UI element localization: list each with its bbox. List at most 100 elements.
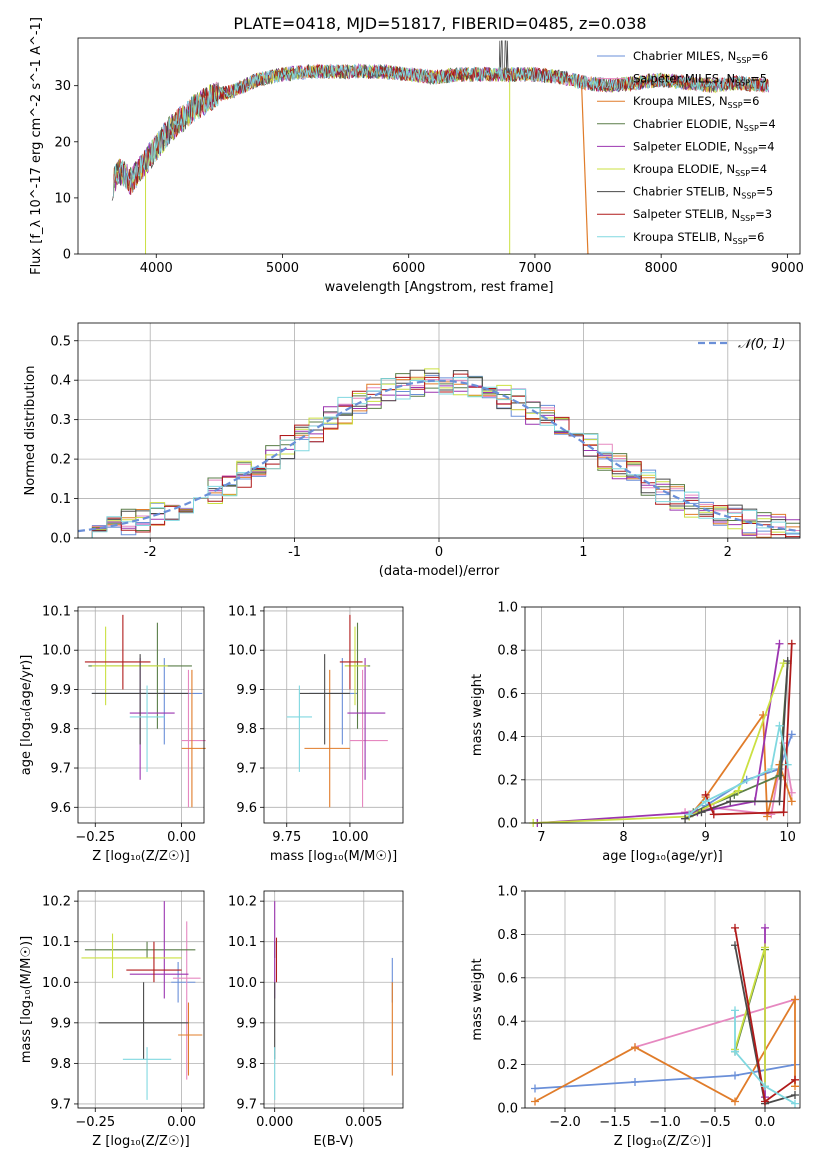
spectrum-lines	[111, 40, 769, 254]
x-axis-label: E(B-V)	[313, 1134, 353, 1149]
y-tick-label: 0.4	[497, 730, 518, 745]
spectrum-series-line	[112, 63, 769, 198]
y-tick-label: 0.2	[497, 1058, 518, 1073]
y-tick-label: 10.0	[42, 644, 71, 659]
weight-point-marker	[775, 639, 784, 648]
weight-point-marker	[731, 1006, 739, 1015]
x-tick-label: 0	[435, 545, 443, 560]
axes-frame	[77, 890, 205, 1109]
x-tick-label: 1	[579, 545, 587, 560]
gaussian-curve	[77, 379, 801, 533]
panel-mass_vs_Z: −0.25 0.00 9.7 9.8 9.9 10.0 10.1 10.2 Z [log₁₀(Z…	[19, 891, 204, 1149]
weight-point-marker	[531, 1097, 539, 1106]
y-tick-label: 0.5	[50, 334, 71, 349]
y-tick-label: 10.2	[228, 895, 257, 910]
legend-nssp: =5	[756, 185, 773, 199]
weight-series-line	[533, 662, 785, 824]
legend-nssp: =4	[758, 139, 775, 153]
y-tick-label: 9.7	[236, 762, 257, 777]
x-tick-label: 0.00	[167, 1115, 196, 1130]
weight-point-marker	[775, 797, 784, 806]
x-tick-label: 0.00	[167, 830, 196, 845]
weight-point-marker	[734, 786, 743, 795]
y-tick-label: 9.8	[236, 722, 257, 737]
y-tick-label: 0.2	[50, 453, 71, 468]
y-axis-label: Flux [f_λ 10^-17 erg cm^-2 s^-1 A^-1]	[29, 17, 44, 275]
panel-spectrum: 4000 5000 6000 7000 8000 9000 0 10 20 30 wavelengt…	[29, 17, 804, 295]
x-tick-label: 0.000	[256, 1115, 293, 1130]
x-axis-label: mass [log₁₀(M/M☉)]	[270, 849, 397, 864]
x-axis-label: Z [log₁₀(Z/Z☉)]	[614, 1134, 711, 1149]
legend-subscript: SSP	[735, 169, 750, 178]
legend-subscript: SSP	[736, 56, 751, 65]
y-tick-label: 20	[54, 135, 71, 150]
x-tick-label: 10.00	[331, 830, 368, 845]
legend-subscript: SSP	[735, 79, 750, 88]
weight-point-marker	[775, 771, 784, 780]
axes-frame	[77, 606, 205, 824]
y-tick-label: 9.9	[236, 683, 257, 698]
legend-label: Chabrier ELODIE, NSSP=4	[633, 117, 776, 133]
x-tick-label: 9.75	[272, 830, 301, 845]
weight-point-marker	[531, 1084, 539, 1093]
weight-point-marker	[791, 995, 799, 1004]
weight-point-marker	[775, 721, 784, 730]
weight-point-marker	[731, 1071, 739, 1080]
y-tick-label: 10.2	[42, 895, 71, 910]
legend-nssp: =6	[751, 49, 768, 63]
weight-point-marker	[791, 1099, 799, 1108]
panel-age_vs_Z: −0.25 0.00 9.6 9.7 9.8 9.9 10.0 10.1 Z [log₁₀(Z/…	[19, 604, 206, 864]
x-tick-label: −1.0	[649, 1115, 681, 1130]
y-tick-label: 0.0	[497, 1102, 518, 1117]
x-tick-label: −1.5	[599, 1115, 631, 1130]
x-tick-label: 8000	[645, 261, 678, 276]
y-tick-label: 10	[54, 191, 71, 206]
axes-frame	[77, 322, 801, 539]
x-axis-label: Z [log₁₀(Z/Z☉)]	[92, 1134, 189, 1149]
legend-nssp: =5	[750, 72, 767, 86]
y-axis-label: mass [log₁₀(M/M☉)]	[19, 936, 34, 1063]
legend-label: 𝒩(0, 1)	[738, 337, 785, 352]
axes-frame	[524, 890, 801, 1109]
x-axis-label: age [log₁₀(age/yr)]	[602, 849, 723, 864]
legend-nssp: =6	[748, 230, 765, 244]
y-tick-label: 10.1	[42, 604, 71, 619]
weight-point-marker	[779, 659, 788, 668]
weight-series-line	[634, 998, 796, 1049]
y-tick-label: 0.6	[497, 971, 518, 986]
weight-point-marker	[763, 812, 772, 821]
x-tick-label: 2	[724, 545, 732, 560]
x-tick-label: 5000	[266, 261, 299, 276]
x-tick-label: 7000	[518, 261, 551, 276]
y-tick-label: 9.7	[236, 1097, 257, 1112]
weight-point-marker	[787, 797, 796, 806]
y-tick-label: 9.9	[50, 1016, 71, 1031]
y-tick-label: 10.1	[228, 604, 257, 619]
y-tick-label: 0.6	[497, 687, 518, 702]
y-tick-label: 9.8	[236, 1057, 257, 1072]
weight-point-marker	[731, 1097, 739, 1106]
legend-name: Salpeter STELIB, N	[633, 207, 740, 221]
axes-frame	[524, 606, 801, 824]
weight-point-marker	[701, 797, 710, 806]
y-axis-label: mass weight	[470, 958, 485, 1040]
legend-name: Kroupa ELODIE, N	[633, 162, 735, 176]
x-tick-label: 9	[701, 830, 709, 845]
legend-name: Kroupa STELIB, N	[633, 230, 733, 244]
weight-point-marker	[787, 730, 796, 739]
x-axis-label: wavelength [Angstrom, rest frame]	[325, 280, 554, 295]
y-tick-label: 10.0	[42, 976, 71, 991]
y-tick-label: 0.4	[497, 1015, 518, 1030]
y-tick-label: 0.8	[497, 928, 518, 943]
weight-point-marker	[761, 1097, 769, 1106]
y-axis-label: Normed distribution	[23, 366, 38, 496]
y-tick-label: 10.0	[228, 976, 257, 991]
panel-mass_vs_EBV: 0.000 0.005 9.7 9.8 9.9 10.0 10.1 10.2 E(B-V)	[228, 891, 403, 1149]
legend-subscript: SSP	[744, 124, 759, 133]
spectrum-dropout	[581, 85, 589, 254]
y-tick-label: 10.1	[228, 935, 257, 950]
y-tick-label: 10.1	[42, 935, 71, 950]
weight-point-marker	[761, 1082, 769, 1091]
y-tick-label: 9.6	[236, 801, 257, 816]
legend-nssp: =4	[759, 117, 776, 131]
